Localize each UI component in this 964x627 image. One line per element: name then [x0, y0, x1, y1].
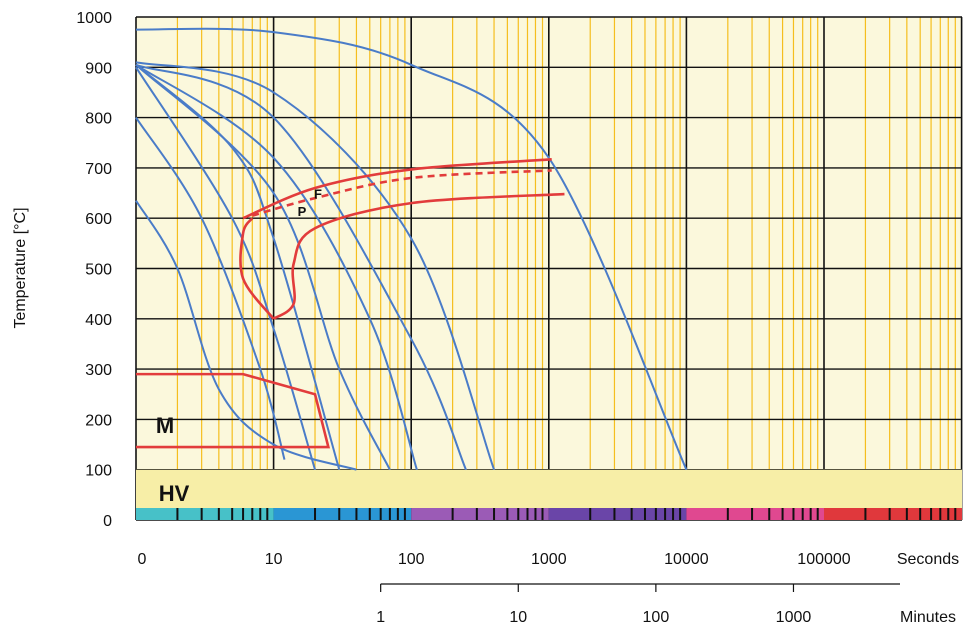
hv-band	[136, 469, 962, 508]
y-tick-label: 600	[85, 211, 112, 228]
transformation-boundary	[272, 192, 565, 320]
time-bar-segment	[136, 508, 274, 520]
region-label-p: P	[298, 204, 307, 219]
time-bar-segment	[548, 508, 687, 520]
y-tick-label: 0	[103, 513, 112, 530]
region-labels: M HV PF	[156, 186, 322, 506]
x-minutes-tick-label: 10	[509, 609, 527, 626]
region-label-hv: HV	[159, 481, 190, 506]
cooling-curve	[135, 64, 341, 470]
x-minutes-tick-label: 100	[643, 609, 670, 626]
time-bar-segment	[686, 508, 824, 520]
cooling-curve	[135, 63, 418, 470]
y-tick-label: 500	[85, 262, 112, 279]
cooling-curve	[135, 117, 286, 460]
cooling-curves	[135, 27, 688, 471]
transformation-line-f	[242, 158, 552, 220]
x-seconds-tick-label: 10	[265, 551, 283, 568]
region-label-f: F	[314, 186, 322, 201]
cooling-curve	[135, 61, 495, 471]
y-tick-label: 800	[85, 111, 112, 128]
transformation-line-p	[251, 169, 552, 217]
time-bar-segment	[273, 508, 412, 520]
x-seconds-unit-label: Seconds	[897, 551, 959, 568]
major-grid	[135, 16, 963, 521]
x-seconds-tick-labels: 0 10 100 1000 10000 100000	[138, 551, 851, 568]
x-seconds-tick-label: 100	[398, 551, 425, 568]
y-tick-labels: 0 100 200 300 400 500 600 700 800 900 1000	[76, 10, 112, 530]
region-label-m: M	[156, 413, 174, 438]
transformation-lines	[136, 158, 565, 449]
y-tick-label: 1000	[76, 10, 112, 27]
transformation-line-m	[136, 372, 331, 449]
x-seconds-tick-label: 0	[138, 551, 147, 568]
x-minutes-tick-label: 1000	[776, 609, 812, 626]
x-seconds-tick-label: 10000	[664, 551, 709, 568]
y-tick-label: 900	[85, 60, 112, 77]
x-minutes-tick-label: 1	[376, 609, 385, 626]
y-axis-title: Temperature [°C]	[12, 207, 29, 328]
y-tick-label: 400	[85, 312, 112, 329]
y-tick-label: 300	[85, 362, 112, 379]
cooling-curve	[135, 66, 316, 470]
y-tick-label: 700	[85, 161, 112, 178]
cooling-curve	[135, 27, 688, 471]
cooling-curve	[135, 200, 357, 471]
x-minutes-unit-label: Minutes	[900, 609, 956, 626]
x-seconds-tick-label: 100000	[797, 551, 850, 568]
y-tick-label: 100	[85, 463, 112, 480]
time-bar-segment	[824, 508, 962, 520]
x-minutes-axis: 1 10 100 1000	[376, 583, 900, 626]
y-tick-label: 200	[85, 412, 112, 429]
time-bar-segment	[411, 508, 549, 520]
cooling-curve	[135, 64, 391, 471]
time-bar	[136, 508, 962, 520]
x-seconds-tick-label: 1000	[531, 551, 567, 568]
transformation-boundary	[239, 217, 275, 320]
